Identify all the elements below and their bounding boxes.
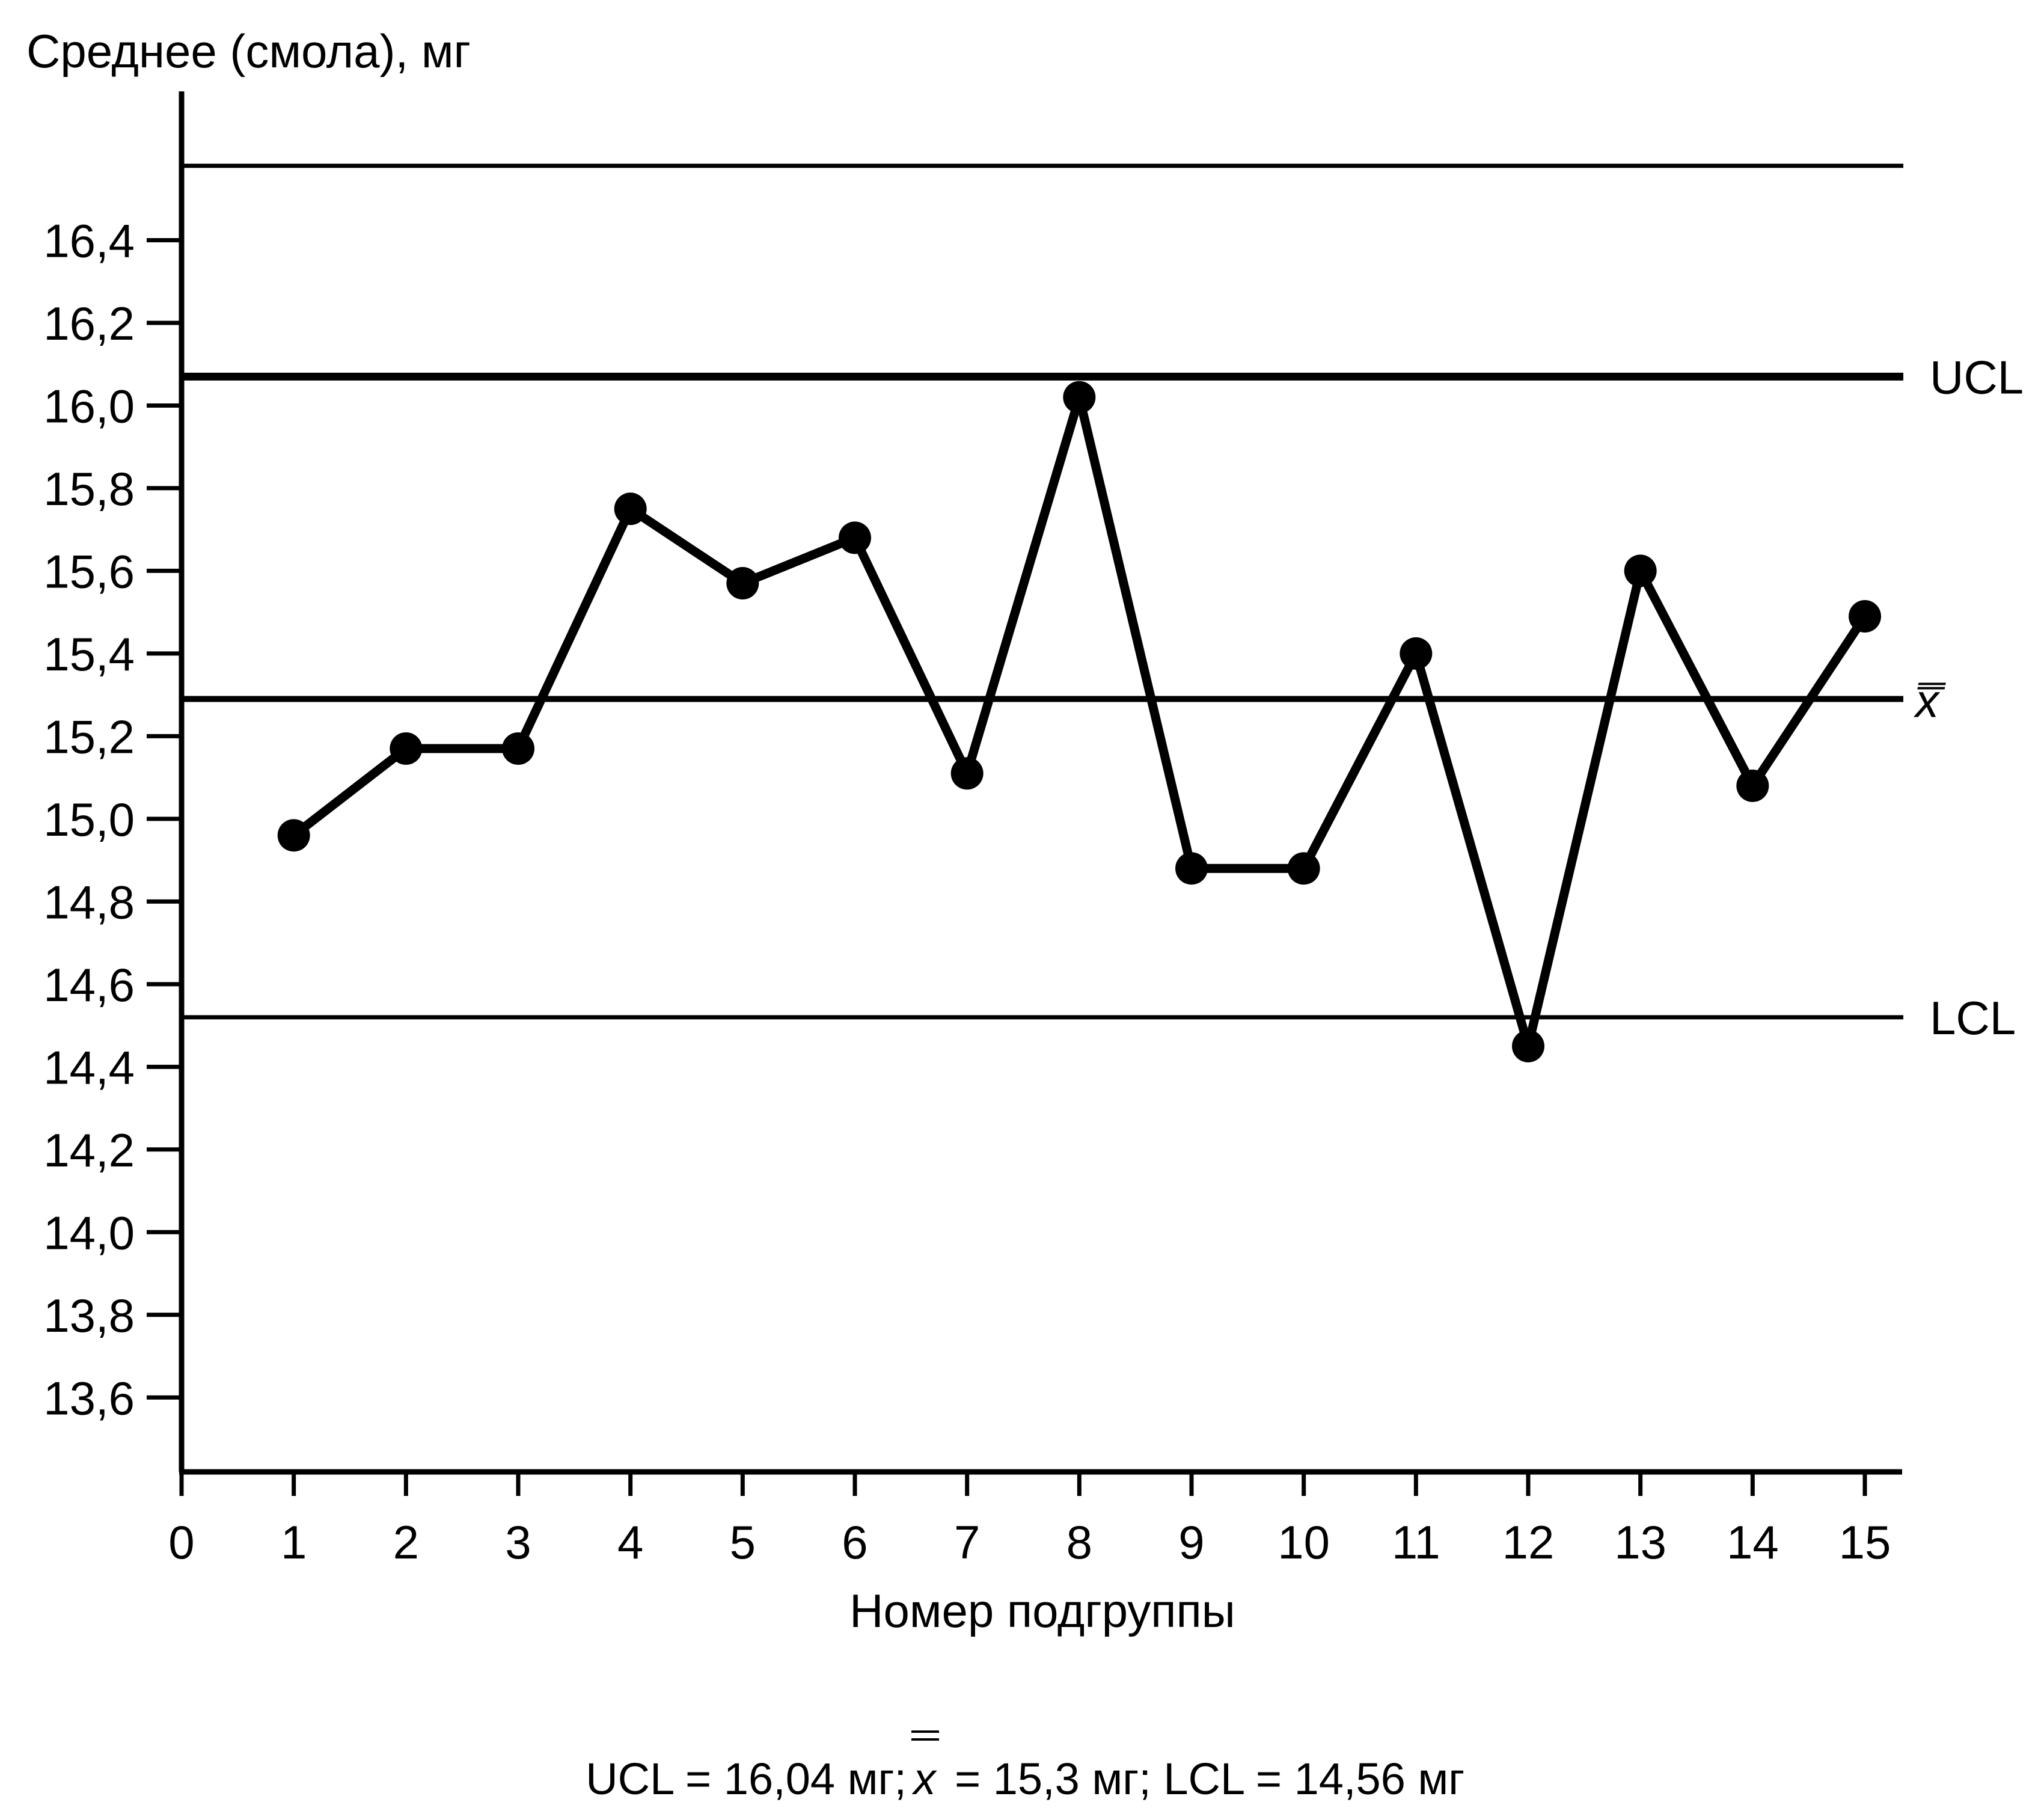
x-tick-label: 13 bbox=[1614, 1516, 1666, 1569]
y-tick-label: 15,0 bbox=[43, 793, 135, 846]
x-tick-label: 11 bbox=[1392, 1516, 1440, 1569]
caption-rest: = 15,3 мг; LCL = 14,56 мг bbox=[955, 1754, 1464, 1804]
data-point bbox=[1512, 1029, 1544, 1062]
reference-lines: UCL x̿ LCL bbox=[184, 164, 2024, 1044]
y-tick-label: 16,0 bbox=[43, 379, 135, 432]
x-tick-label: 14 bbox=[1727, 1516, 1779, 1569]
data-point bbox=[1624, 554, 1657, 587]
y-tick-label: 14,0 bbox=[43, 1206, 135, 1259]
x-tick-label: 4 bbox=[617, 1516, 643, 1569]
x-tick-label: 15 bbox=[1839, 1516, 1891, 1569]
data-point bbox=[1175, 852, 1208, 885]
series bbox=[277, 381, 1881, 1062]
x-tick-label: 12 bbox=[1502, 1516, 1555, 1569]
x-tick-label: 8 bbox=[1066, 1516, 1092, 1569]
data-point bbox=[1400, 637, 1433, 670]
y-tick-label: 15,6 bbox=[43, 545, 135, 598]
x-tick-label: 7 bbox=[954, 1516, 980, 1569]
series-line bbox=[291, 393, 1869, 1051]
x-tick-label: 6 bbox=[842, 1516, 867, 1569]
data-point bbox=[1287, 852, 1320, 885]
y-tick-label: 15,8 bbox=[43, 462, 135, 515]
y-tick-label: 13,8 bbox=[43, 1289, 135, 1342]
x-tick-label: 10 bbox=[1278, 1516, 1330, 1569]
y-tick-label: 14,6 bbox=[43, 958, 135, 1011]
y-tick-label: 13,6 bbox=[43, 1371, 135, 1424]
y-tick-label: 14,8 bbox=[43, 875, 135, 928]
x-tick-label: 0 bbox=[168, 1516, 194, 1569]
caption-xbar-symbol: x bbox=[912, 1754, 938, 1804]
limits-caption: UCL = 16,04 мг; x = 15,3 мг; LCL = 14,56… bbox=[586, 1730, 1464, 1804]
y-tick-label: 16,2 bbox=[43, 297, 135, 350]
data-point bbox=[950, 757, 984, 790]
x-tick-label: 5 bbox=[730, 1516, 756, 1569]
y-axis-title: Среднее (смола), мг bbox=[26, 25, 471, 78]
data-point bbox=[1063, 381, 1096, 414]
data-point bbox=[502, 732, 534, 765]
data-point bbox=[1736, 769, 1769, 802]
y-tick-label: 15,2 bbox=[43, 710, 135, 763]
data-point bbox=[1849, 600, 1881, 633]
ref-label-lcl: LCL bbox=[1930, 991, 2016, 1044]
x-axis-ticks: 0 1 2 3 4 5 6 7 8 9 10 11 12 13 14 15 bbox=[168, 1472, 1891, 1569]
y-tick-label: 14,4 bbox=[43, 1041, 135, 1094]
data-point bbox=[390, 732, 423, 765]
x-tick-label: 3 bbox=[505, 1516, 531, 1569]
data-point bbox=[614, 492, 647, 526]
data-point bbox=[726, 567, 759, 600]
y-tick-label: 15,4 bbox=[43, 628, 135, 681]
x-tick-label: 1 bbox=[281, 1516, 307, 1569]
data-point bbox=[277, 819, 310, 852]
ref-label-ucl: UCL bbox=[1930, 351, 2024, 403]
x-axis-title: Номер подгруппы bbox=[849, 1584, 1235, 1637]
x-tick-label: 9 bbox=[1178, 1516, 1204, 1569]
x-tick-label: 2 bbox=[393, 1516, 419, 1569]
y-tick-label: 16,4 bbox=[43, 214, 135, 267]
ref-label-center: x̿ bbox=[1913, 675, 1946, 728]
y-tick-label: 14,2 bbox=[43, 1124, 135, 1177]
y-axis-ticks: 13,6 13,8 14,0 14,2 14,4 14,6 14,8 15,0 15,2 15,4… bbox=[43, 214, 182, 1424]
data-point bbox=[839, 521, 871, 554]
caption-ucl: UCL = 16,04 мг; bbox=[586, 1754, 907, 1804]
